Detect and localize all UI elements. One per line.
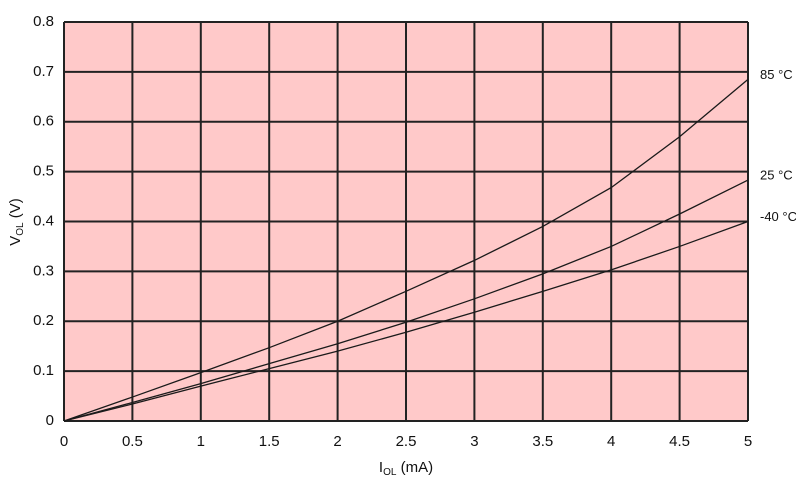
series-label: 85 °C — [760, 67, 793, 82]
y-label-main: V — [7, 236, 24, 246]
series-label: 25 °C — [760, 168, 793, 183]
y-tick-label: 0.4 — [33, 212, 54, 229]
series-line — [63, 78, 749, 422]
x-tick-label: 3.5 — [532, 433, 553, 450]
x-label-sub: OL — [383, 467, 397, 478]
y-label-unit: (V) — [7, 198, 24, 222]
series-line — [63, 220, 749, 422]
x-tick-label: 1 — [197, 433, 205, 450]
x-tick-label: 2 — [333, 433, 341, 450]
x-axis-label: IOL (mA) — [379, 459, 433, 478]
x-tick-label: 0.5 — [122, 433, 143, 450]
y-tick-label: 0.6 — [33, 113, 54, 130]
x-label-main: I — [379, 459, 383, 476]
series-line — [63, 179, 749, 422]
y-tick-label: 0.7 — [33, 63, 54, 80]
x-tick-label: 4.5 — [669, 433, 690, 450]
x-label-unit: (mA) — [396, 459, 433, 476]
x-tick-label: 2.5 — [396, 433, 417, 450]
x-tick-label: 3 — [470, 433, 478, 450]
y-tick-label: 0.1 — [33, 362, 54, 379]
y-tick-label: 0.2 — [33, 312, 54, 329]
x-tick-label: 4 — [607, 433, 615, 450]
x-tick-label: 1.5 — [259, 433, 280, 450]
x-tick-label: 5 — [744, 433, 752, 450]
y-tick-label: 0 — [46, 412, 54, 429]
series-label: -40 °C — [760, 209, 796, 224]
x-tick-label: 0 — [60, 433, 68, 450]
y-tick-label: 0.8 — [33, 13, 54, 30]
y-axis-label: VOL (V) — [7, 198, 26, 246]
y-tick-label: 0.3 — [33, 262, 54, 279]
y-label-sub: OL — [15, 222, 26, 236]
y-tick-label: 0.5 — [33, 163, 54, 180]
